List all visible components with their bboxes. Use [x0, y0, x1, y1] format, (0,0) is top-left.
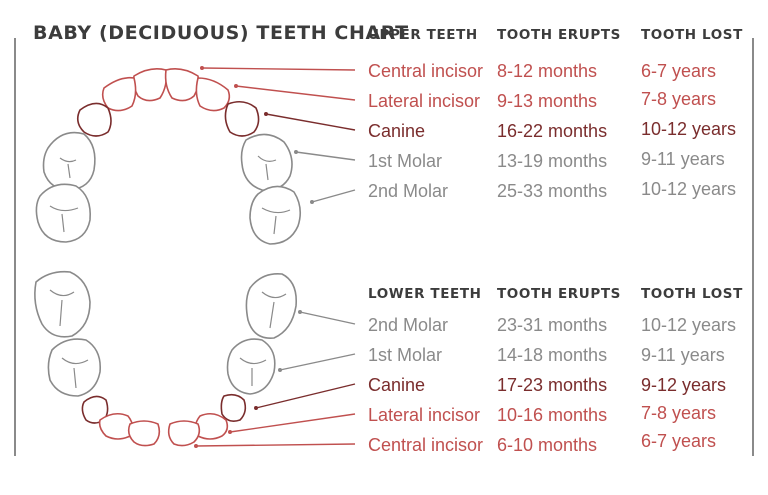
- lower-lateral-incisor-leader: [229, 413, 356, 433]
- upper-first-molar-leader-dot: [294, 150, 298, 154]
- lower-second-molar-tooth: [245, 272, 298, 339]
- lower-central-incisor-leader: [195, 443, 356, 447]
- upper-second-molar-tooth: [35, 183, 92, 243]
- left-frame-line: [14, 38, 16, 456]
- lower-first-molar-tooth: [226, 338, 276, 395]
- lower-canine-leader: [255, 383, 356, 409]
- upper-row-1-name: Central incisor: [368, 61, 484, 81]
- lower-row-2-name: 1st Molar: [368, 345, 443, 365]
- lower-row-3-lost: 9-12 years: [641, 375, 727, 395]
- upper-row-3-name: Canine: [368, 121, 426, 141]
- lower-first-molar-leader-dot: [278, 368, 282, 372]
- lower-second-molar-leader-dot: [298, 310, 302, 314]
- lower-lateral-incisor-tooth: [194, 412, 229, 440]
- upper-first-molar-leader: [295, 151, 356, 161]
- upper-row-4-name: 1st Molar: [368, 151, 443, 171]
- upper-row-5-name: 2nd Molar: [368, 181, 449, 201]
- upper-group-header: UPPER TEETH: [368, 27, 478, 43]
- upper-row-5-erupts: 25-33 months: [497, 181, 608, 201]
- lower-lateral-incisor-tooth: [98, 412, 134, 440]
- upper-canine-leader: [265, 113, 356, 131]
- lower-second-molar-leader: [299, 311, 356, 325]
- upper-second-molar-groove: [261, 207, 291, 235]
- upper-row-1-lost: 6-7 years: [641, 61, 717, 81]
- upper-central-incisor-leader-dot: [200, 66, 204, 70]
- lower-central-incisor-tooth: [167, 420, 201, 447]
- lower-row-1-name: 2nd Molar: [368, 315, 449, 335]
- lower-erupts-header: TOOTH ERUPTS: [497, 286, 621, 302]
- lower-central-incisor-leader-dot: [194, 444, 198, 448]
- upper-erupts-header: TOOTH ERUPTS: [497, 27, 621, 43]
- upper-row-3-lost: 10-12 years: [641, 119, 737, 139]
- upper-second-molar-leader: [311, 189, 356, 203]
- lower-second-molar-tooth: [34, 270, 91, 338]
- lower-group-header: LOWER TEETH: [368, 286, 482, 302]
- lower-lost-header: TOOTH LOST: [641, 286, 743, 302]
- upper-first-molar-groove: [257, 155, 277, 181]
- lower-row-4-lost: 7-8 years: [641, 403, 717, 423]
- upper-canine-leader-dot: [264, 112, 268, 116]
- lower-first-molar-groove: [61, 357, 89, 389]
- upper-lost-header: TOOTH LOST: [641, 27, 743, 43]
- upper-row-2-lost: 7-8 years: [641, 89, 717, 109]
- upper-lateral-incisor-tooth: [101, 76, 137, 112]
- lower-row-4-name: Lateral incisor: [368, 405, 481, 425]
- lower-second-molar-groove: [49, 289, 75, 327]
- upper-row-2-erupts: 9-13 months: [497, 91, 598, 111]
- lower-first-molar-leader: [279, 353, 356, 371]
- lower-row-1-erupts: 23-31 months: [497, 315, 608, 335]
- lower-row-2-erupts: 14-18 months: [497, 345, 608, 365]
- upper-central-incisor-tooth: [164, 68, 200, 102]
- lower-row-2-lost: 9-11 years: [641, 345, 725, 365]
- upper-row-4-erupts: 13-19 months: [497, 151, 608, 171]
- lower-row-4-erupts: 10-16 months: [497, 405, 608, 425]
- lower-row-3-name: Canine: [368, 375, 426, 395]
- upper-canine-tooth: [224, 100, 260, 137]
- upper-first-molar-tooth: [240, 133, 293, 192]
- lower-second-molar-groove: [261, 291, 287, 329]
- chart-title: BABY (DECIDUOUS) TEETH CHART: [33, 22, 409, 44]
- upper-second-molar-tooth: [249, 185, 302, 245]
- upper-central-incisor-tooth: [132, 68, 168, 102]
- lower-row-3-erupts: 17-23 months: [497, 375, 608, 395]
- upper-row-3-erupts: 16-22 months: [497, 121, 608, 141]
- upper-lateral-incisor-tooth: [195, 77, 231, 112]
- lower-first-molar-groove: [239, 357, 267, 386]
- upper-row-4-lost: 9-11 years: [641, 149, 725, 169]
- upper-second-molar-leader-dot: [310, 200, 314, 204]
- upper-second-molar-groove: [49, 205, 79, 233]
- lower-canine-tooth: [220, 393, 247, 422]
- lower-row-5-erupts: 6-10 months: [497, 435, 598, 455]
- lower-canine-leader-dot: [254, 406, 258, 410]
- right-frame-line: [752, 38, 754, 456]
- upper-first-molar-groove: [59, 157, 77, 179]
- upper-central-incisor-leader: [201, 67, 356, 71]
- lower-row-5-name: Central incisor: [368, 435, 484, 455]
- lower-central-incisor-tooth: [127, 420, 161, 447]
- lower-lateral-incisor-leader-dot: [228, 430, 232, 434]
- lower-row-5-lost: 6-7 years: [641, 431, 717, 451]
- lower-first-molar-tooth: [47, 338, 102, 397]
- upper-canine-tooth: [76, 102, 112, 137]
- upper-lateral-incisor-leader: [235, 85, 356, 101]
- upper-row-5-lost: 10-12 years: [641, 179, 737, 199]
- upper-row-2-name: Lateral incisor: [368, 91, 481, 111]
- lower-row-1-lost: 10-12 years: [641, 315, 737, 335]
- upper-lateral-incisor-leader-dot: [234, 84, 238, 88]
- upper-row-1-erupts: 8-12 months: [497, 61, 598, 81]
